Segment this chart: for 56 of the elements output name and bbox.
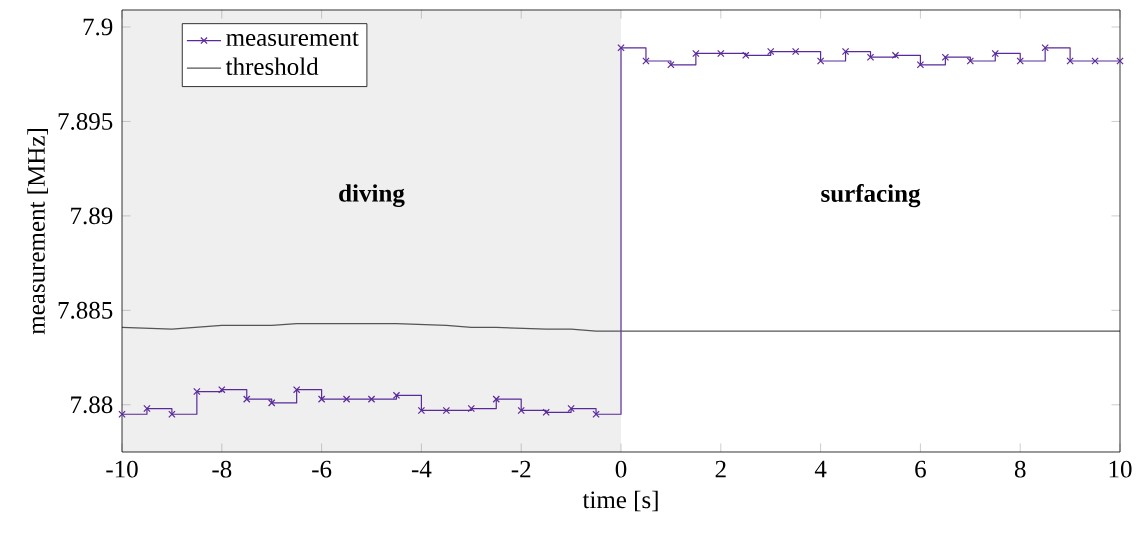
point [342,395,351,403]
point [567,404,575,413]
point [891,51,900,60]
x-tick-label: 2 [715,460,726,478]
point [243,395,251,403]
point [442,406,451,415]
point [941,53,950,61]
point [467,404,476,413]
x-tick-label: 10 [1109,460,1132,478]
point [317,395,326,403]
point [1066,57,1074,65]
point [193,387,201,396]
point [916,61,925,69]
point [692,49,700,58]
point [417,406,426,415]
y-tick-label: 7.9 [83,18,113,36]
point [667,61,675,69]
point [492,395,500,403]
point [143,404,151,413]
x-tick-label: -6 [312,460,332,478]
x-tick-label: 4 [814,460,827,478]
point [1016,57,1024,65]
point [392,391,401,400]
x-tick-label: 6 [915,460,926,478]
point [118,410,126,418]
y-tick-label: 7.89 [71,207,113,225]
point [866,53,875,61]
x-axis-title: time [s] [582,490,658,512]
point [617,44,625,52]
x-tick-label: -4 [411,460,432,478]
point [991,49,999,58]
annotation: surfacing [821,184,921,208]
point [367,395,376,403]
point [966,57,975,65]
point [517,406,525,415]
point [168,410,176,418]
point [717,49,725,58]
legend-label: measurement [226,31,359,46]
point [542,408,550,417]
x-tick-label: -10 [106,460,138,478]
band-label: diving [339,184,405,208]
x-tick-label: -8 [212,460,232,478]
y-tick-label: 7.885 [58,301,113,319]
x-tick-label: 8 [1014,460,1026,478]
point [816,57,825,65]
point [791,47,800,56]
y-tick-label: 7.895 [58,112,113,130]
point [267,399,276,407]
y-axis-title: measurement [MHz] [27,129,48,335]
x-tick-label: 0 [615,460,627,478]
point [218,385,226,394]
point [767,47,775,56]
point [592,410,600,418]
x-tick-label: -2 [511,460,531,478]
legend-label: threshold [225,57,319,76]
y-tick-label: 7.88 [71,396,113,414]
